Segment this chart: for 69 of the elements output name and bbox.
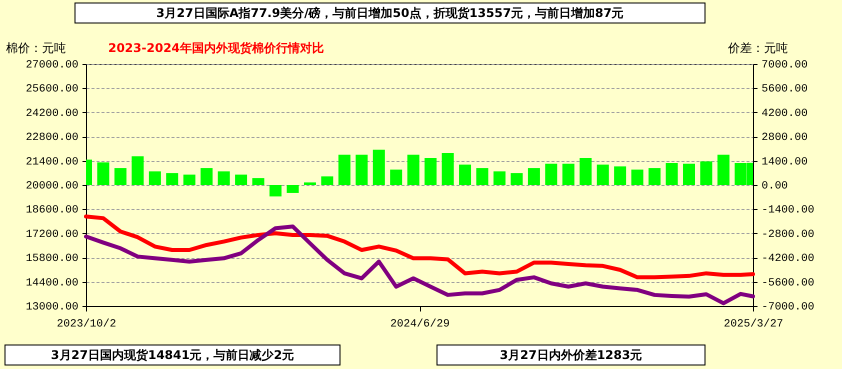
bar — [700, 161, 712, 185]
y2-tick-label: -1400.00 — [762, 204, 814, 217]
text: 3月27日国际A指77.9美分/磅，与前日增加50点，折现货13557元，与前日增加87元 — [156, 6, 624, 20]
bar — [528, 168, 540, 185]
bar — [286, 185, 299, 193]
bar — [235, 174, 248, 185]
y-tick-label: 18600.00 — [26, 204, 78, 217]
y2-tick-label: 2800.00 — [762, 132, 808, 144]
text: 3月27日内外价差1283元 — [500, 348, 642, 362]
line-series — [84, 214, 755, 280]
bar — [580, 158, 592, 185]
y2-tick-label: 4200.00 — [762, 108, 808, 120]
bar — [270, 185, 282, 196]
y-tick-label: 24200.00 — [26, 108, 78, 120]
bar — [390, 170, 402, 185]
bar — [218, 171, 230, 185]
y-axis-title: 棉价：元吨 — [6, 41, 66, 55]
bar — [321, 176, 334, 185]
bar — [510, 173, 523, 185]
y2-tick-label: -5600.00 — [762, 277, 814, 290]
bar — [338, 154, 350, 185]
bar — [424, 158, 437, 185]
text: 3月27日国内现货14841元，与前日减少2元 — [50, 348, 294, 362]
bar — [166, 173, 178, 185]
x-tick-label: 2023/10/2 — [56, 318, 116, 330]
y2-axis-title: 价差：元吨 — [727, 41, 788, 55]
bar — [459, 164, 472, 185]
x-tick-label: 2025/3/27 — [724, 318, 784, 330]
y2-tick-label: -4200.00 — [762, 253, 814, 266]
y-tick-label: 13000.00 — [26, 302, 78, 314]
y-tick-label: 15800.00 — [26, 253, 78, 266]
y-tick-label: 25600.00 — [26, 84, 78, 96]
y-tick-label: 14400.00 — [26, 277, 78, 290]
y2-tick-label: -7000.00 — [762, 302, 814, 314]
bar — [372, 150, 385, 185]
bar — [97, 162, 110, 185]
y-tick-label: 20000.00 — [26, 180, 78, 192]
bar — [683, 164, 696, 185]
bar — [614, 166, 626, 185]
chart-title: 2023-2024年国内外现货棉价行情对比 — [108, 41, 324, 55]
x-tick-label: 2024/6/29 — [390, 318, 450, 330]
bar — [148, 171, 161, 185]
y-tick-label: 27000.00 — [26, 60, 78, 72]
bar — [476, 168, 488, 185]
bar — [114, 168, 126, 185]
y2-tick-label: -2800.00 — [762, 228, 814, 241]
bar — [183, 174, 196, 185]
bar — [304, 182, 316, 185]
bar — [356, 154, 368, 185]
bar — [200, 168, 213, 185]
bar — [562, 164, 574, 185]
bar — [493, 171, 506, 185]
bar — [666, 163, 678, 185]
bar — [545, 164, 558, 185]
y2-tick-label: 1400.00 — [762, 156, 808, 168]
y-tick-label: 21400.00 — [26, 156, 78, 168]
y2-tick-label: 5600.00 — [762, 84, 808, 96]
y2-tick-label: 0.00 — [762, 180, 788, 192]
bar — [631, 170, 644, 185]
bar — [596, 164, 609, 185]
bar — [407, 154, 420, 185]
bar — [442, 153, 454, 185]
bar — [252, 178, 264, 185]
y2-tick-label: 7000.00 — [762, 60, 808, 72]
y-tick-label: 22800.00 — [26, 132, 78, 144]
bar — [717, 154, 730, 185]
y-tick-label: 17200.00 — [26, 228, 78, 241]
bar — [132, 156, 144, 185]
bar — [648, 168, 661, 185]
